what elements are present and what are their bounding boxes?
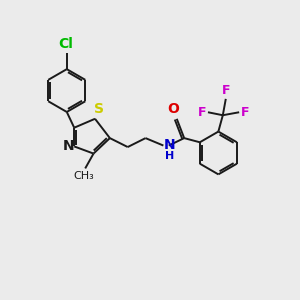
Text: S: S <box>94 102 103 116</box>
Text: H: H <box>165 151 174 161</box>
Text: N: N <box>164 138 175 152</box>
Text: F: F <box>221 83 230 97</box>
Text: F: F <box>198 106 206 119</box>
Text: N: N <box>62 139 74 153</box>
Text: F: F <box>241 106 249 119</box>
Text: Cl: Cl <box>58 37 73 51</box>
Text: CH₃: CH₃ <box>73 171 94 182</box>
Text: O: O <box>167 102 179 116</box>
